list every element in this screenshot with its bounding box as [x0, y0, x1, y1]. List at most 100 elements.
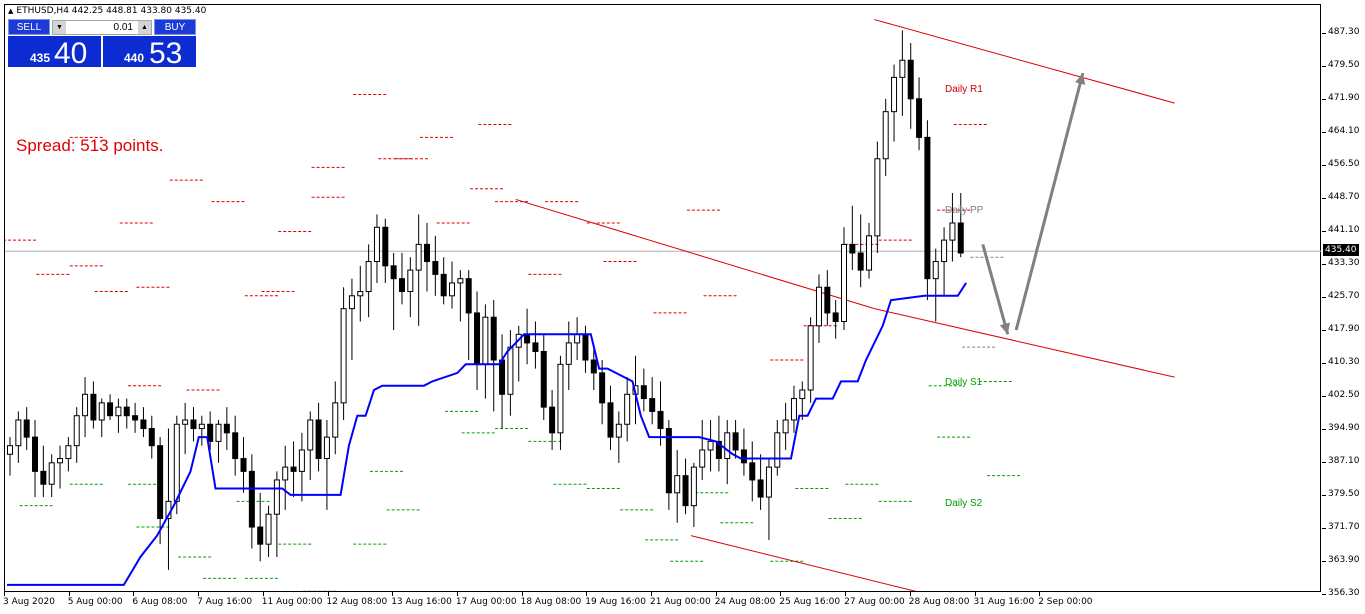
- bearish-candle: [540, 350, 547, 408]
- bearish-candle: [207, 423, 214, 442]
- bearish-candle: [290, 466, 297, 472]
- bearish-candle: [257, 526, 264, 545]
- bullish-candle: [932, 261, 939, 280]
- bullish-candle: [357, 291, 364, 297]
- price-tick-label: 425.70: [1328, 290, 1360, 301]
- lot-size-value[interactable]: 0.01: [113, 22, 133, 33]
- bullish-candle: [48, 462, 55, 485]
- bullish-candle: [482, 316, 489, 365]
- price-axis[interactable]: 487.30 479.50 471.90 464.10 456.50 448.70 441.…: [1322, 4, 1365, 598]
- lot-increase-icon[interactable]: ▲: [138, 21, 151, 34]
- bearish-candle: [857, 252, 864, 271]
- price-tick-mark: [1322, 33, 1326, 34]
- price-tick-mark: [1322, 66, 1326, 68]
- trend-arrow-shaft: [981, 244, 1010, 335]
- bearish-candle: [398, 278, 405, 293]
- bullish-candle: [332, 402, 339, 438]
- bullish-candle: [565, 342, 572, 365]
- time-tick-label: 28 Aug 08:00: [908, 597, 970, 607]
- bullish-candle: [340, 308, 347, 404]
- sell-quote[interactable]: 435 40: [8, 36, 101, 70]
- bullish-candle: [690, 466, 697, 507]
- bearish-candle: [749, 462, 756, 481]
- time-tick-mark: [133, 592, 135, 596]
- bearish-candle: [732, 432, 739, 451]
- bearish-candle: [432, 261, 439, 275]
- bearish-candle: [657, 410, 664, 430]
- daily-s2-label: Daily S2: [945, 498, 983, 509]
- bullish-candle: [799, 389, 806, 400]
- bullish-candle: [449, 282, 456, 297]
- bullish-candle: [790, 398, 797, 421]
- price-tick-mark: [1322, 98, 1326, 100]
- bullish-candle: [348, 295, 355, 310]
- bullish-candle: [774, 432, 781, 468]
- lot-size-field[interactable]: ▼ 0.01 ▲: [52, 20, 152, 35]
- buy-button[interactable]: BUY: [154, 19, 196, 35]
- sell-quote-small: 435: [30, 51, 51, 65]
- bullish-candle: [457, 278, 464, 284]
- price-tick-label: 456.50: [1328, 158, 1360, 169]
- bullish-candle: [699, 449, 706, 468]
- sell-button[interactable]: SELL: [8, 19, 50, 35]
- bearish-candle: [490, 316, 497, 361]
- price-tick-label: 410.30: [1328, 356, 1360, 367]
- time-tick-label: 19 Aug 16:00: [585, 597, 646, 607]
- price-tick-label: 379.50: [1328, 488, 1360, 499]
- price-tick-label: 479.50: [1328, 60, 1360, 71]
- bearish-candle: [148, 428, 155, 447]
- time-tick-label: 13 Aug 16:00: [391, 597, 452, 607]
- time-tick-mark: [651, 592, 652, 596]
- buy-quote[interactable]: 440 53: [103, 36, 196, 70]
- bearish-candle: [40, 470, 47, 485]
- time-tick-mark: [909, 592, 911, 596]
- price-tick-mark: [1322, 594, 1326, 595]
- chart-plot-area[interactable]: [4, 4, 1321, 592]
- bearish-candle: [524, 333, 531, 344]
- bullish-candle: [73, 415, 80, 447]
- trend-arrow-shaft: [1014, 72, 1085, 331]
- bullish-candle: [674, 475, 681, 494]
- bearish-candle: [223, 423, 230, 434]
- time-tick-mark: [974, 592, 976, 596]
- bearish-candle: [907, 59, 914, 100]
- price-tick-mark: [1322, 462, 1326, 464]
- bullish-candle: [891, 76, 898, 113]
- channel-line-upper: [874, 19, 1175, 104]
- price-tick-mark: [1322, 264, 1326, 266]
- time-axis[interactable]: 3 Aug 2020 5 Aug 00:00 6 Aug 08:00 7 Aug 16…: [0, 592, 1322, 614]
- price-tick-label: 402.50: [1328, 390, 1360, 401]
- bearish-candle: [123, 406, 130, 417]
- time-tick-label: 11 Aug 00:00: [261, 597, 323, 607]
- bullish-candle: [215, 423, 222, 442]
- bearish-candle: [665, 428, 672, 494]
- bullish-candle: [323, 436, 330, 460]
- bullish-candle: [882, 111, 889, 160]
- price-tick-mark: [1322, 296, 1326, 298]
- daily-pp-label: Daily PP: [945, 205, 984, 216]
- bearish-candle: [248, 470, 255, 528]
- lot-decrease-icon[interactable]: ▼: [53, 21, 66, 34]
- bullish-candle: [7, 445, 13, 455]
- price-tick-mark: [1322, 396, 1326, 398]
- bullish-candle: [557, 363, 564, 434]
- bearish-candle: [832, 312, 839, 322]
- bearish-candle: [957, 222, 964, 254]
- bullish-candle: [724, 432, 731, 460]
- bearish-candle: [599, 372, 606, 404]
- time-tick-mark: [456, 592, 458, 596]
- bullish-candle: [273, 479, 280, 515]
- bullish-candle: [807, 325, 814, 391]
- time-tick-label: 24 Aug 08:00: [714, 597, 776, 607]
- bearish-candle: [640, 385, 647, 400]
- bullish-candle: [624, 393, 631, 425]
- price-tick-mark: [1322, 132, 1326, 134]
- bearish-candle: [582, 333, 589, 361]
- buy-quote-big: 53: [149, 37, 183, 70]
- bullish-candle: [65, 445, 72, 460]
- time-tick-mark: [521, 592, 523, 596]
- channel-line-bottom: [690, 535, 917, 591]
- bullish-candle: [707, 440, 714, 451]
